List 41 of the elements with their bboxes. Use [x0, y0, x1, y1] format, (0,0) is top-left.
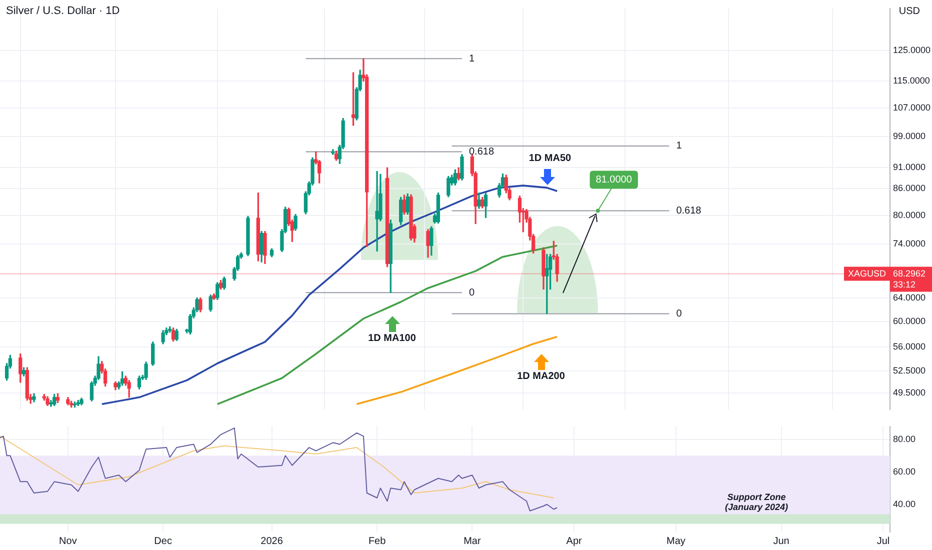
y-tick-label: 99.0000 — [893, 131, 926, 141]
text: 1D MA50 — [528, 152, 572, 164]
annotation: 0.618 — [468, 146, 494, 158]
annotation: 81.0000 — [596, 174, 632, 186]
x-tick-label: Nov — [59, 536, 77, 547]
x-tick-label: Feb — [368, 536, 386, 547]
y-tick-label: 64.0000 — [893, 292, 926, 302]
text: 68.2962 — [893, 268, 926, 278]
annotation: 0.618 — [676, 205, 702, 216]
ref-line-label: XAGUSD — [848, 268, 886, 278]
y-tick-label: 115.0000 — [893, 76, 930, 86]
x-tick-label: Jun — [773, 536, 790, 547]
y-tick-label: 60.00 — [893, 466, 916, 476]
annotation: 1 — [468, 53, 475, 64]
y-tick-label: 56.0000 — [893, 342, 926, 352]
text: 33:12 — [893, 279, 916, 290]
y-tick-label: 60.0000 — [893, 316, 926, 326]
y-tick-label: 125.0000 — [893, 44, 931, 55]
x-tick-label: May — [666, 536, 686, 547]
y-tick-label: 74.0000 — [893, 238, 926, 249]
x-tick-label: Mar — [464, 536, 482, 547]
y-tick-label: 80.0000 — [893, 210, 926, 220]
series-label: 1D MA200 — [517, 370, 566, 382]
annotation: 0 — [676, 308, 682, 320]
y-axis-title: USD — [898, 6, 920, 17]
band-label: Support Zone (January 2024) — [724, 492, 788, 512]
y-tick-label: 86.0000 — [893, 183, 926, 194]
y-tick-label: 107.0000 — [893, 102, 931, 112]
x-tick-label: Apr — [566, 536, 583, 547]
y-tick-label: 49.5000 — [893, 387, 926, 398]
x-tick-label: 2026 — [260, 536, 284, 547]
y-tick-label: 40.00 — [893, 498, 916, 509]
y-tick-label: 80.00 — [893, 434, 916, 444]
annotation: 0 — [468, 287, 475, 298]
y-tick-label: 91.0000 — [893, 162, 926, 172]
y-tick-label: 52.5000 — [893, 366, 926, 376]
annotation: 1 — [676, 140, 682, 152]
x-tick-label: Jul — [876, 536, 890, 547]
legend-label: 1D MA100 — [368, 332, 416, 344]
chart-title: Silver / U.S. Dollar · 1D — [6, 5, 120, 17]
x-tick-label: Dec — [154, 536, 172, 547]
